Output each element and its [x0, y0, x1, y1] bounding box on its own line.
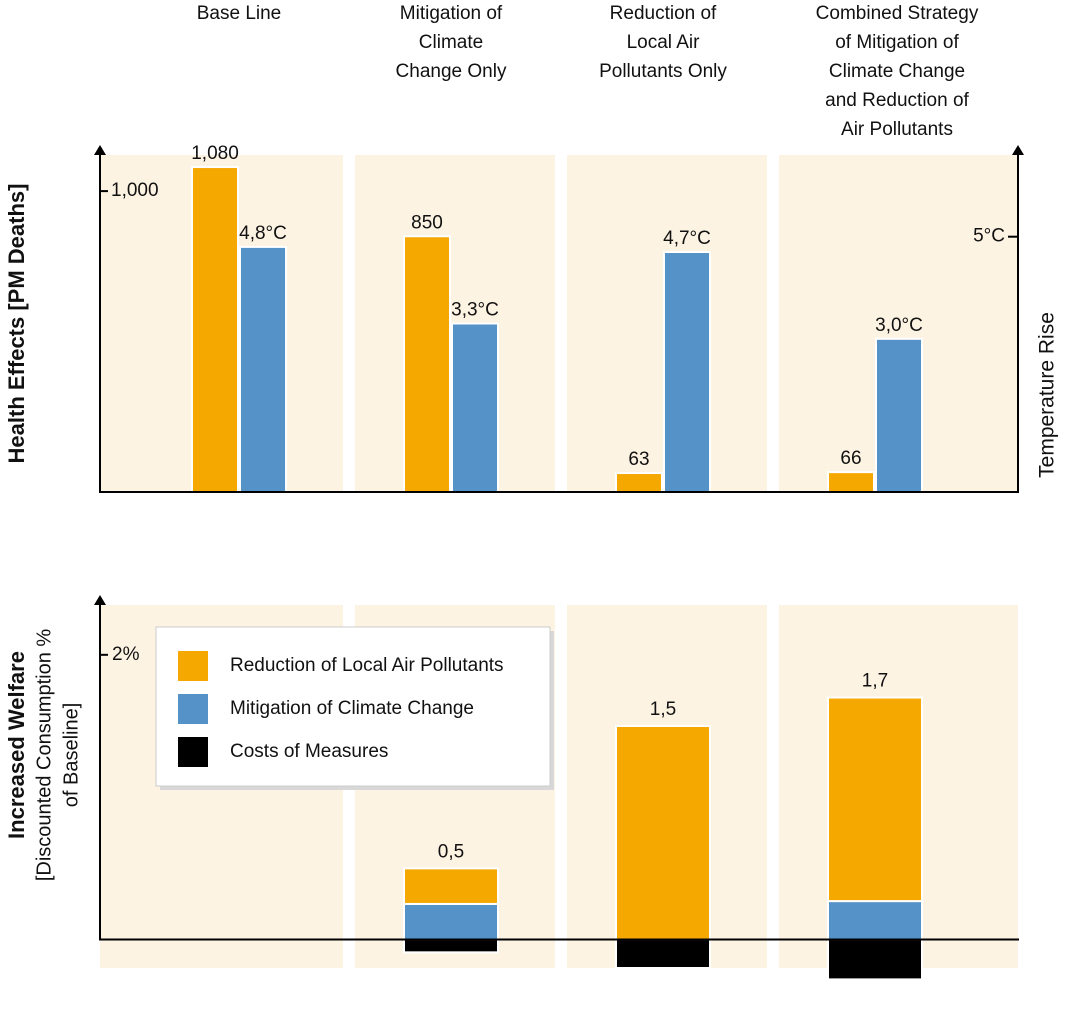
column-header: Change Only	[396, 61, 507, 82]
bar	[191, 166, 239, 494]
value-label: 3,3°C	[451, 300, 499, 321]
bar-segment	[403, 867, 499, 905]
y-tick-label: 2%	[112, 644, 140, 665]
column-header: Reduction of	[610, 3, 717, 24]
legend-swatch	[178, 694, 208, 724]
bar	[827, 471, 875, 494]
total-label: 0,5	[438, 841, 464, 862]
column-header: Climate	[419, 32, 483, 53]
value-label: 850	[411, 212, 443, 233]
y-tick-label: 1,000	[111, 180, 159, 201]
bar	[615, 472, 663, 494]
bar-segment	[827, 900, 923, 941]
value-label: 63	[628, 449, 649, 470]
column-header: and Reduction of	[825, 90, 969, 111]
column-header: Climate Change	[829, 61, 965, 82]
bar	[663, 251, 711, 493]
value-label: 3,0°C	[875, 315, 923, 336]
legend-label: Costs of Measures	[230, 741, 388, 762]
column-header: Base Line	[197, 3, 282, 24]
value-label: 1,080	[191, 143, 239, 164]
bar-segment	[827, 938, 923, 981]
bar	[403, 235, 451, 493]
column-header: Combined Strategy	[816, 3, 979, 24]
bar-segment	[827, 696, 923, 903]
column-header: Air Pollutants	[841, 119, 953, 140]
y-axis-label: [Discounted Consumption %	[33, 629, 55, 882]
total-label: 1,7	[862, 671, 888, 692]
column-header: of Mitigation of	[835, 32, 959, 53]
legend-label: Reduction of Local Air Pollutants	[230, 655, 504, 676]
y2-axis-label: Temperature Rise	[1036, 312, 1059, 478]
value-label: 4,7°C	[663, 228, 711, 249]
bar-segment	[403, 902, 499, 941]
legend-swatch	[178, 737, 208, 767]
legend-swatch	[178, 651, 208, 681]
y2-tick-label: 5°C	[973, 226, 1005, 247]
value-label: 4,8°C	[239, 223, 287, 244]
column-header: Local Air	[627, 32, 701, 53]
bar-segment	[615, 938, 711, 970]
legend-label: Mitigation of Climate Change	[230, 698, 474, 719]
y-axis-label: Increased Welfare	[4, 651, 29, 839]
axis-arrow	[94, 145, 106, 155]
y-axis-label: of Baseline]	[60, 703, 82, 808]
y-axis-label: Health Effects [PM Deaths]	[4, 184, 29, 464]
bar	[875, 337, 923, 493]
bar	[239, 245, 287, 493]
axis-arrow	[94, 595, 106, 605]
total-label: 1,5	[650, 699, 676, 720]
bar-segment	[403, 938, 499, 954]
column-header: Mitigation of	[400, 3, 503, 24]
bar	[451, 322, 499, 493]
column-header: Pollutants Only	[599, 61, 727, 82]
legend	[155, 626, 551, 787]
bar-segment	[615, 725, 711, 941]
axis-arrow	[1012, 145, 1024, 155]
value-label: 66	[840, 448, 861, 469]
